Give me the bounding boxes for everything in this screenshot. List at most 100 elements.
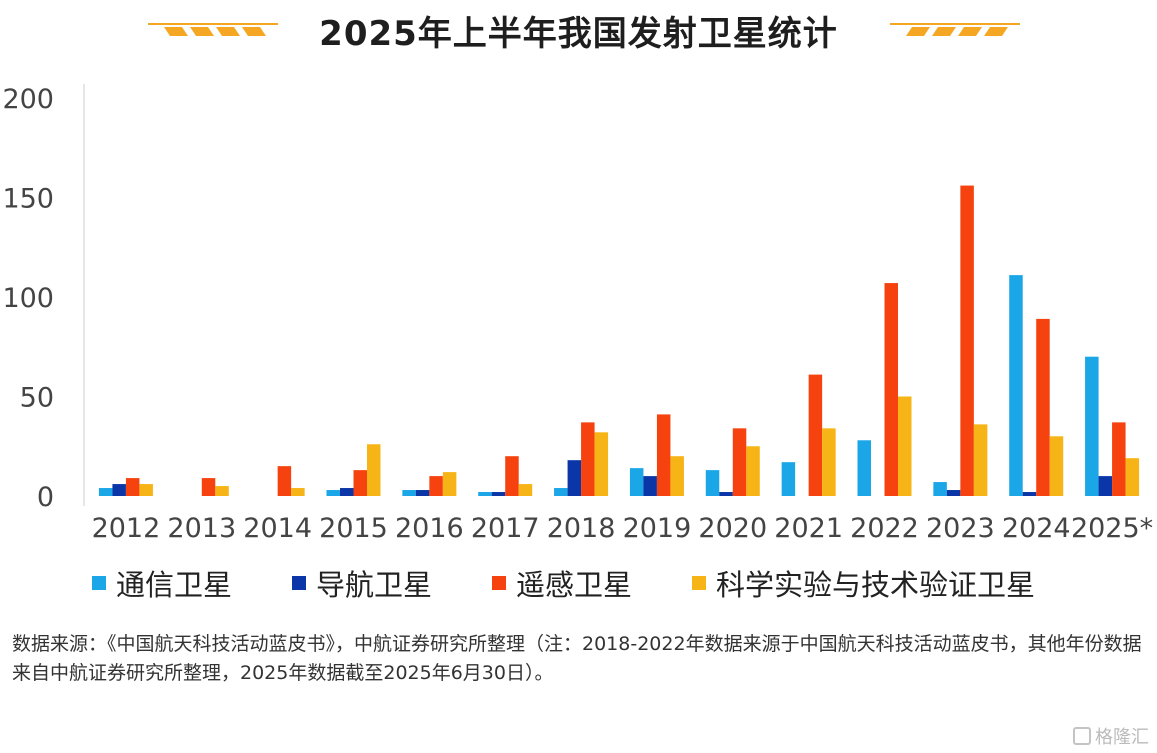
- chart-title: 2025年上半年我国发射卫星统计: [319, 14, 838, 54]
- bar: [415, 490, 430, 496]
- x-tick-label: 2014: [243, 513, 312, 544]
- decoration-dash: [216, 27, 240, 36]
- bar: [491, 492, 506, 496]
- legend-label: 通信卫星: [116, 568, 233, 602]
- bar: [960, 185, 974, 496]
- x-tick-label: 2012: [92, 513, 161, 544]
- bar: [808, 374, 823, 496]
- bar: [291, 488, 305, 496]
- bar-series: [98, 185, 1140, 496]
- title-decoration-left: [148, 23, 278, 36]
- legend-swatch: [692, 576, 707, 590]
- bar: [554, 488, 568, 496]
- x-tick-label: 2022: [850, 513, 919, 544]
- bar: [1112, 422, 1126, 496]
- x-tick-label: 2023: [926, 513, 995, 544]
- legend-swatch: [92, 576, 106, 590]
- bar: [429, 476, 443, 496]
- decoration-dash: [958, 27, 982, 36]
- bar: [594, 432, 609, 496]
- x-tick-label: 2024: [1002, 513, 1071, 544]
- legend-swatch: [492, 576, 507, 590]
- decoration-dash: [906, 27, 930, 36]
- bar: [139, 484, 153, 496]
- bar: [340, 488, 354, 496]
- bar: [353, 470, 367, 496]
- bar: [367, 444, 381, 496]
- bar: [581, 422, 595, 496]
- bar: [125, 478, 140, 496]
- x-tick-label: 2017: [471, 513, 540, 544]
- bar: [670, 456, 684, 496]
- legend-item: 科学实验与技术验证卫星: [692, 562, 1035, 604]
- watermark-text: 格隆汇: [1095, 727, 1149, 748]
- bar: [505, 456, 519, 496]
- source-note: 数据来源：《中国航天科技活动蓝皮书》，中航证券研究所整理（注：2018-2022…: [12, 633, 1142, 684]
- x-tick-label: 2019: [623, 513, 692, 544]
- bar: [518, 484, 533, 496]
- legend-label: 导航卫星: [316, 568, 433, 602]
- bar: [822, 428, 836, 496]
- decoration-dash: [984, 27, 1008, 36]
- x-tick-label: 2020: [698, 513, 767, 544]
- legend-item: 遥感卫星: [492, 562, 632, 604]
- bar: [629, 468, 644, 496]
- bar: [643, 476, 657, 496]
- y-tick-label: 100: [2, 283, 54, 314]
- legend-item: 导航卫星: [292, 562, 432, 604]
- bar: [402, 490, 416, 496]
- bar: [656, 414, 671, 496]
- bar: [98, 488, 113, 496]
- x-tick-label: 2015: [319, 513, 388, 544]
- watermark-logo-icon: [1073, 727, 1091, 745]
- x-tick-label: 2016: [395, 513, 464, 544]
- watermark: 格隆汇: [1073, 723, 1149, 749]
- y-tick-label: 200: [2, 84, 54, 115]
- bar: [478, 492, 492, 496]
- decoration-dash: [242, 27, 266, 36]
- bar: [1022, 492, 1037, 496]
- bar: [857, 440, 871, 496]
- bar: [746, 446, 760, 496]
- chart-legend: 通信卫星 导航卫星 遥感卫星 科学实验与技术验证卫星: [92, 562, 1152, 604]
- bar: [933, 482, 947, 496]
- bar: [1036, 318, 1050, 496]
- legend-swatch: [292, 576, 307, 590]
- legend-label: 遥感卫星: [516, 568, 633, 602]
- bar: [719, 492, 733, 496]
- y-tick-label: 0: [37, 482, 54, 513]
- bar: [1098, 476, 1113, 496]
- bar: [215, 486, 229, 496]
- y-axis: 0 50 100 150 200: [2, 84, 85, 513]
- decoration-dash: [932, 27, 956, 36]
- bar: [732, 428, 747, 496]
- bar: [567, 460, 582, 496]
- decoration-dash: [190, 27, 214, 36]
- bar: [1085, 356, 1099, 496]
- bar: [973, 424, 988, 496]
- y-tick-label: 150: [2, 184, 54, 215]
- bar: [201, 478, 216, 496]
- bar: [1125, 458, 1140, 496]
- x-axis: 2012 2013 2014 2015 2016 2017 2018 2019 2020 2021…: [92, 513, 1154, 544]
- bar: [442, 472, 457, 496]
- bar: [277, 466, 292, 496]
- bar: [705, 470, 720, 496]
- bar: [1049, 436, 1064, 496]
- bar: [898, 396, 912, 496]
- bar: [326, 490, 340, 496]
- bar: [946, 490, 961, 496]
- decoration-dash: [164, 27, 188, 36]
- title-decoration-right: [890, 23, 1020, 36]
- bar: [884, 283, 898, 496]
- y-tick-label: 50: [20, 383, 54, 414]
- legend-item: 通信卫星: [92, 562, 232, 604]
- legend-label: 科学实验与技术验证卫星: [716, 568, 1036, 602]
- bar: [112, 484, 126, 496]
- x-tick-label: 2025*: [1071, 513, 1153, 544]
- bar: [781, 462, 796, 496]
- bar: [1009, 275, 1023, 496]
- x-tick-label: 2018: [547, 513, 616, 544]
- x-tick-label: 2013: [167, 513, 236, 544]
